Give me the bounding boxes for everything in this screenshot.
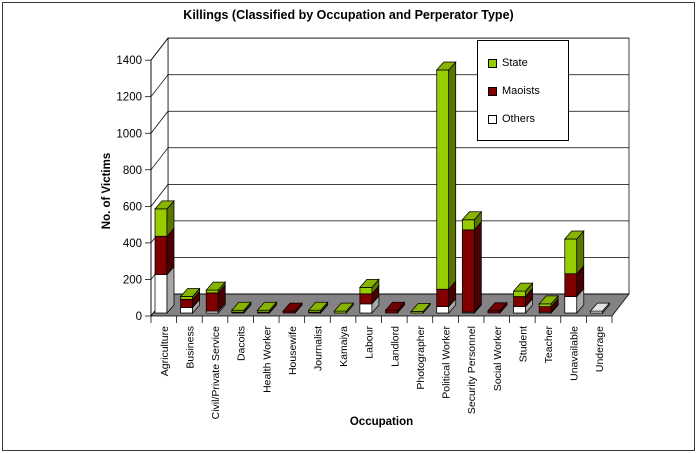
x-category-label: Civil/Private Service (210, 326, 222, 420)
x-category-label: Underage (594, 326, 606, 372)
legend-item-state: State (488, 49, 568, 77)
bar-top-face (256, 301, 278, 311)
bar-segment-front-others (564, 296, 578, 314)
y-tick-label: 1000 (116, 128, 142, 140)
bar-segment-front-state (154, 208, 168, 237)
x-category-label: Political Worker (441, 326, 453, 399)
bar-segment-front-maoists (180, 298, 193, 308)
bar-segment-front-maoists (461, 229, 475, 313)
x-category-label: Security Personnel (466, 326, 478, 414)
x-category-label: Social Worker (492, 326, 504, 392)
x-category-label: Business (184, 326, 196, 369)
bar-segment-front-others (436, 306, 450, 314)
bar-segment-front-maoists (513, 296, 526, 307)
bar-top-face (359, 279, 380, 288)
bar-segment-front-others (359, 303, 373, 314)
bar-segment-front-state (513, 290, 526, 297)
bar-top-face (589, 302, 611, 312)
bar-segment-front-maoists (205, 292, 219, 312)
legend-item-others: Others (488, 105, 568, 133)
bar-top-face (410, 303, 431, 312)
legend-label-maoists: Maoists (502, 84, 540, 97)
x-category-label: Landlord (389, 326, 401, 367)
bar-segment-front-state (436, 69, 450, 290)
bar-segment-front-maoists (385, 309, 398, 314)
legend-item-maoists: Maoists (488, 77, 568, 105)
bar-top-face (179, 288, 201, 297)
bar-segment-side-state (448, 60, 457, 291)
gridline-wall-diagonal (150, 111, 169, 134)
bar-segment-front-state (564, 238, 578, 275)
bar-segment-side-maoists (473, 220, 482, 314)
gridline-wall-diagonal (150, 37, 169, 61)
y-tick-label: 600 (123, 201, 142, 213)
legend: State Maoists Others (477, 40, 569, 141)
gridline-wall-diagonal (150, 147, 169, 171)
bar-segment-front-maoists (564, 273, 578, 297)
y-tick-label: 1400 (116, 55, 142, 67)
state-color-swatch (488, 58, 497, 68)
x-category-label: Teacher (543, 326, 555, 364)
bar-top-face (205, 281, 227, 291)
bar-top-face (487, 302, 508, 312)
bar-top-face (435, 61, 457, 71)
gridline-wall-diagonal (150, 184, 169, 207)
x-category-label: Student (517, 326, 529, 362)
bar-segment-front-state (205, 289, 219, 294)
bar-segment-front-state (180, 296, 193, 300)
x-category-label: Photographer (415, 326, 427, 390)
bar-top-face (282, 302, 303, 312)
bar-segment-front-maoists (154, 235, 168, 275)
bar-segment-front-state (461, 219, 475, 231)
bar-segment-front-others (180, 307, 193, 314)
gridline-wall-diagonal (150, 74, 169, 97)
bar-top-face (384, 301, 406, 311)
x-category-label: Labour (364, 326, 376, 359)
bar-top-face (154, 200, 175, 210)
x-category-label: Unavailable (569, 326, 581, 381)
maoists-color-swatch (488, 86, 497, 96)
bar-top-face (307, 301, 329, 311)
bar-top-face (461, 211, 483, 221)
bar-segment-front-others (154, 274, 168, 314)
x-category-label: Agriculture (159, 326, 171, 376)
y-tick-label: 200 (123, 274, 142, 286)
bar-top-face (512, 282, 534, 292)
bar-segment-front-maoists (538, 306, 552, 313)
x-category-label: Journalist (312, 326, 324, 371)
bar-top-face (231, 301, 252, 311)
x-category-label: Health Worker (261, 326, 273, 393)
bar-segment-front-maoists (359, 293, 373, 305)
bar-segment-front-state (538, 303, 552, 307)
y-tick-label: 400 (123, 238, 142, 250)
y-tick-label: 1200 (116, 92, 142, 104)
bar-top-face (563, 230, 585, 240)
y-axis-title: No. of Victims (101, 152, 113, 230)
legend-label-others: Others (502, 112, 536, 125)
y-tick-label: 0 (136, 311, 142, 323)
x-category-label: Kamaiya (338, 326, 350, 367)
bar-segment-front-others (513, 306, 526, 314)
others-color-swatch (488, 114, 497, 124)
x-axis-title: Occupation (349, 416, 414, 428)
x-category-label: Dacoits (236, 326, 248, 361)
bar-segment-front-state (359, 287, 373, 295)
bar-top-face (333, 302, 355, 312)
chart-title: Killings (Classified by Occupation and P… (183, 8, 514, 22)
legend-label-state: State (502, 56, 528, 69)
bar-top-face (538, 295, 559, 305)
bar-segment-front-maoists (436, 288, 450, 307)
y-tick-label: 800 (123, 165, 142, 177)
x-category-label: Housewife (287, 326, 299, 375)
